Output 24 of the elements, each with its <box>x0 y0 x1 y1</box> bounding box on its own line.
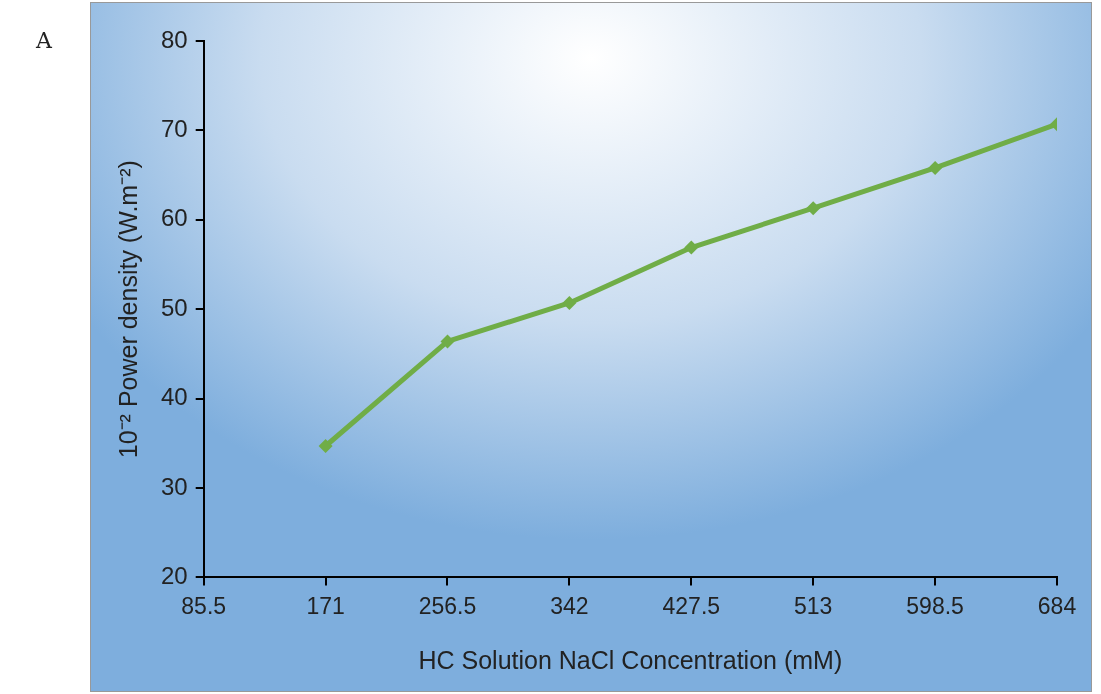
text: A <box>36 28 52 53</box>
x-tick-label: 684 <box>1037 592 1077 619</box>
x-tick-label: 85.5 <box>181 592 227 619</box>
x-tick-label: 256.5 <box>418 592 477 619</box>
point <box>440 334 455 349</box>
x-tick-label: 598.5 <box>906 592 964 619</box>
x-tick-label: 342 <box>550 592 589 619</box>
y-tick-label: 30 <box>160 472 188 500</box>
y-tick-label: 40 <box>160 383 188 411</box>
x-tick-label: 171 <box>306 592 345 619</box>
y-tick-label: 20 <box>160 562 188 590</box>
x-axis-title: HC Solution NaCl Concentration (mM) <box>418 645 843 674</box>
point <box>928 160 943 175</box>
y-tick-label: 80 <box>160 25 188 53</box>
point <box>806 201 821 216</box>
point <box>562 295 577 310</box>
x-tick-label: 427.5 <box>662 592 721 619</box>
y-tick-label: 60 <box>160 204 188 232</box>
point <box>318 438 333 453</box>
point <box>684 240 699 255</box>
x-tick-label: 513 <box>794 592 833 619</box>
y-tick-label: 50 <box>160 293 188 321</box>
y-tick-label: 70 <box>160 115 188 143</box>
y-axis-title: 10⁻² Power density (W.m⁻²) <box>113 160 142 459</box>
